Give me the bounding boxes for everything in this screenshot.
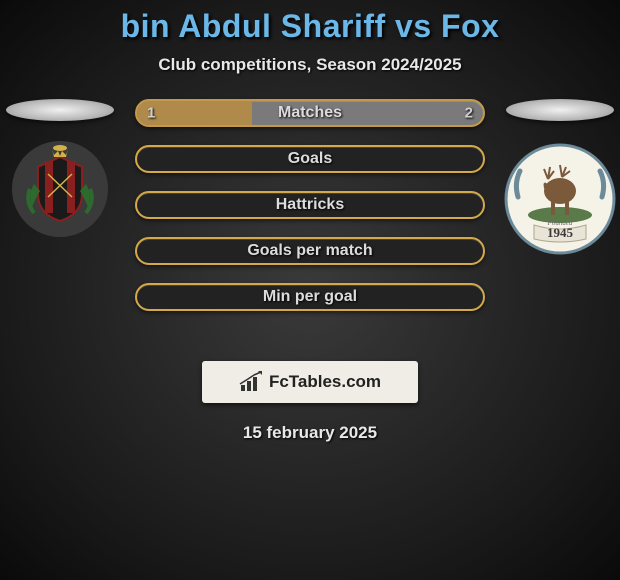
comparison-content: 1945 Founded 1 2 Matches Goals Hattricks Goal… <box>0 99 620 339</box>
stat-value-right: 2 <box>465 105 473 122</box>
brand-logo-icon <box>239 371 263 393</box>
comparison-title: bin Abdul Shariff vs Fox <box>0 0 620 45</box>
stat-label: Min per goal <box>263 288 357 306</box>
stat-value-left: 1 <box>147 105 155 122</box>
stat-bars: 1 2 Matches Goals Hattricks Goals per match Mi… <box>135 99 485 311</box>
comparison-subtitle: Club competitions, Season 2024/2025 <box>0 55 620 75</box>
stat-bar-min-per-goal: Min per goal <box>135 283 485 311</box>
stat-bar-goals: Goals <box>135 145 485 173</box>
stat-label: Goals <box>288 150 332 168</box>
stat-label: Goals per match <box>247 242 372 260</box>
stat-label: Matches <box>278 104 342 122</box>
stat-label: Hattricks <box>276 196 344 214</box>
player-right-column: 1945 Founded <box>500 99 620 255</box>
club-crest-left <box>10 139 110 239</box>
stat-bar-hattricks: Hattricks <box>135 191 485 219</box>
brand-watermark: FcTables.com <box>202 361 418 403</box>
stat-bar-matches: 1 2 Matches <box>135 99 485 127</box>
player-left-column <box>0 99 120 239</box>
brand-text: FcTables.com <box>269 372 381 392</box>
oval-platform-left <box>6 99 114 121</box>
comparison-date: 15 february 2025 <box>0 423 620 443</box>
svg-text:1945: 1945 <box>547 225 574 240</box>
club-crest-right: 1945 Founded <box>504 143 616 255</box>
stat-bar-goals-per-match: Goals per match <box>135 237 485 265</box>
svg-text:Founded: Founded <box>547 219 573 227</box>
oval-platform-right <box>506 99 614 121</box>
